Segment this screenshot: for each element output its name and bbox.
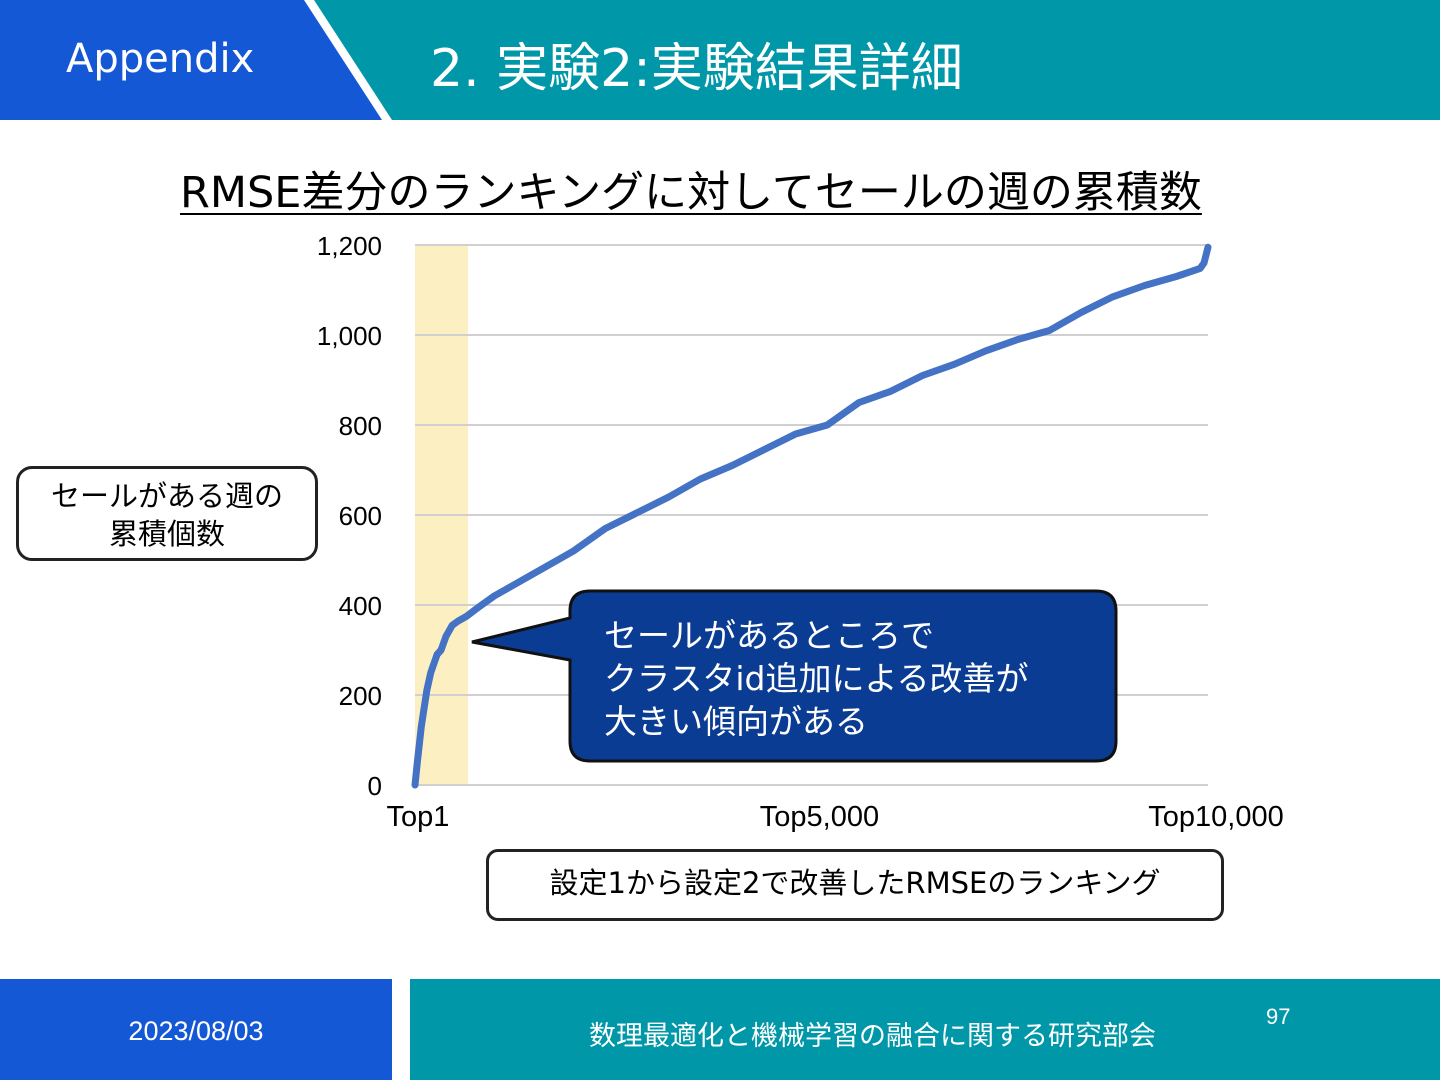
y-tick-label: 1,000 [317, 321, 382, 351]
footer-date-panel [0, 979, 392, 1080]
y-tick-label: 600 [339, 501, 382, 531]
header-banner [0, 0, 1440, 120]
y-axis-label-line2: 累積個数 [108, 517, 225, 551]
callout-text: セールがあるところで クラスタid追加による改善が 大きい傾向がある [604, 614, 1028, 743]
series-line [411, 243, 1212, 789]
slide-title: 2. 実験2:実験結果詳細 [430, 39, 963, 99]
y-axis-label-line1: セールがある週の [50, 479, 283, 513]
y-tick-label: 400 [339, 591, 382, 621]
page-number: 97 [1266, 1004, 1291, 1029]
x-axis-label-box: 設定1から設定2で改善したRMSEのランキング [486, 849, 1224, 921]
y-tick-label: 0 [368, 771, 382, 801]
y-tick-label: 1,200 [317, 231, 382, 261]
callout-bubble [471, 589, 1118, 763]
x-tick-label: Top5,000 [760, 801, 879, 833]
callout-line2: クラスタid追加による改善が [604, 659, 1029, 698]
callout-line1: セールがあるところで [604, 616, 934, 655]
chart-title: RMSE差分のランキングに対してセールの週の累積数 [180, 168, 1202, 218]
y-tick-label: 800 [339, 411, 382, 441]
y-axis-label-box: セールがある週の 累積個数 [16, 466, 318, 561]
section-label: Appendix [66, 36, 255, 82]
callout-line3: 大きい傾向がある [604, 702, 868, 741]
footer-organization: 数理最適化と機械学習の融合に関する研究部会 [589, 1021, 1156, 1052]
footer-date: 2023/08/03 [128, 1016, 264, 1046]
x-tick-label: Top10,000 [1148, 801, 1283, 833]
slide-header: Appendix 2. 実験2:実験結果詳細 [0, 0, 1440, 120]
section-banner [0, 0, 382, 120]
y-tick-label: 200 [339, 681, 382, 711]
x-tick-label: Top1 [387, 801, 450, 833]
footer-org-panel [410, 979, 1440, 1080]
